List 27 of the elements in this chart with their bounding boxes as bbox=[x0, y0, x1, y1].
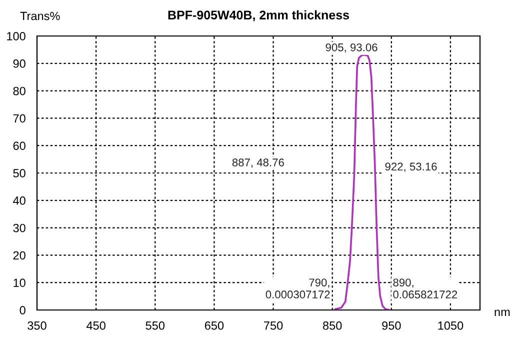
y-tick-label: 0 bbox=[20, 306, 26, 314]
y-axis-title: Trans% bbox=[20, 12, 60, 20]
x-tick-label: 350 bbox=[28, 321, 46, 330]
x-tick-label: 750 bbox=[264, 321, 283, 330]
x-tick-label: 950 bbox=[382, 321, 401, 330]
y-tick-label: 70 bbox=[13, 114, 26, 123]
annotation: 905, 93.06 bbox=[326, 43, 378, 53]
y-tick-label: 20 bbox=[13, 251, 26, 260]
x-axis-title: nm bbox=[494, 310, 510, 316]
annotation: 890, 0.065821722 bbox=[393, 278, 458, 298]
x-tick-label: 650 bbox=[204, 321, 224, 330]
x-tick-label: 550 bbox=[146, 321, 165, 330]
x-tick-label: 1050 bbox=[438, 321, 464, 330]
annotation: 922, 53.16 bbox=[385, 162, 437, 172]
y-tick-label: 90 bbox=[13, 59, 26, 68]
y-tick-label: 10 bbox=[14, 278, 26, 287]
x-tick-label: 450 bbox=[86, 321, 106, 330]
annotation: 887, 48.76 bbox=[232, 158, 284, 168]
y-tick-label: 50 bbox=[13, 169, 26, 178]
y-tick-label: 40 bbox=[13, 196, 26, 205]
chart-title: BPF-905W40B, 2mm thickness bbox=[168, 10, 349, 22]
y-tick-label: 100 bbox=[7, 32, 26, 40]
y-tick-label: 60 bbox=[13, 142, 26, 150]
y-tick-label: 30 bbox=[13, 224, 26, 232]
x-tick-label: 850 bbox=[323, 321, 342, 330]
annotation: 790, 0.000307172 bbox=[266, 278, 330, 298]
y-tick-label: 80 bbox=[13, 86, 26, 96]
